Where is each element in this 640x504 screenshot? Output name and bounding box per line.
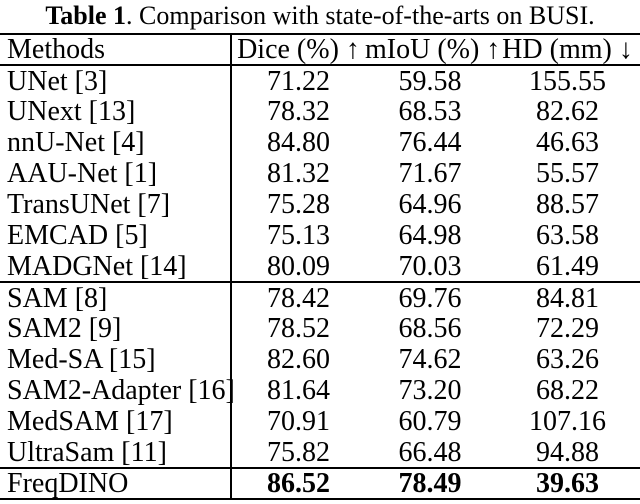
hd-cell: 94.88 bbox=[536, 436, 599, 468]
miou-cell: 60.79 bbox=[398, 406, 462, 437]
miou-cell: 76.44 bbox=[398, 127, 462, 158]
table-row: UNet [3] 71.22 59.58 155.55 bbox=[0, 65, 640, 96]
table-caption-text: . Comparison with state-of-the-arts on B… bbox=[126, 1, 595, 30]
hd-cell: 82.62 bbox=[536, 96, 599, 127]
table-caption-label: Table 1 bbox=[45, 1, 127, 30]
miou-cell: 68.56 bbox=[398, 313, 462, 344]
hd-cell: 63.26 bbox=[536, 344, 599, 375]
miou-cell: 64.98 bbox=[398, 220, 462, 251]
method-cell: SAM2-Adapter [16] bbox=[0, 375, 235, 406]
dice-cell: 78.42 bbox=[267, 282, 330, 314]
hd-cell: 61.49 bbox=[536, 250, 599, 282]
dice-cell: 78.32 bbox=[267, 96, 330, 127]
method-cell: TransUNet [7] bbox=[0, 189, 232, 220]
dice-cell: 71.22 bbox=[267, 65, 330, 97]
table-body: UNet [3] 71.22 59.58 155.55 UNext [13] 7… bbox=[0, 65, 640, 499]
miou-cell: 78.49 bbox=[398, 468, 462, 499]
table-row: AAU-Net [1] 81.32 71.67 55.57 bbox=[0, 158, 640, 189]
table-row: MADGNet [14] 80.09 70.03 61.49 bbox=[0, 251, 640, 282]
miou-cell: 64.96 bbox=[398, 189, 462, 220]
table-row: SAM2 [9] 78.52 68.56 72.29 bbox=[0, 313, 640, 344]
table-row: SAM [8] 78.42 69.76 84.81 bbox=[0, 282, 640, 313]
dice-cell: 80.09 bbox=[267, 250, 330, 282]
table-row: TransUNet [7] 75.28 64.96 88.57 bbox=[0, 189, 640, 220]
miou-cell: 73.20 bbox=[398, 375, 462, 406]
dice-cell: 75.13 bbox=[267, 220, 330, 251]
hd-cell: 55.57 bbox=[536, 158, 599, 189]
hd-cell: 155.55 bbox=[529, 65, 606, 97]
dice-cell: 84.80 bbox=[267, 127, 330, 158]
dice-cell: 75.82 bbox=[267, 436, 330, 468]
hd-cell: 68.22 bbox=[536, 375, 599, 406]
dice-cell: 86.52 bbox=[267, 468, 330, 499]
method-cell: UltraSam [11] bbox=[0, 437, 232, 468]
hd-cell: 72.29 bbox=[536, 313, 599, 344]
column-header-methods: Methods bbox=[0, 34, 232, 65]
method-cell: UNet [3] bbox=[0, 65, 232, 96]
column-header-dice: Dice (%) ↑ bbox=[237, 34, 360, 65]
table-header: Methods Dice (%) ↑ mIoU (%) ↑ HD (mm) ↓ bbox=[0, 34, 640, 65]
dice-cell: 70.91 bbox=[267, 406, 330, 437]
table-row: EMCAD [5] 75.13 64.98 63.58 bbox=[0, 220, 640, 251]
method-cell: EMCAD [5] bbox=[0, 220, 232, 251]
table-caption: Table 1. Comparison with state-of-the-ar… bbox=[0, 0, 640, 33]
method-cell: AAU-Net [1] bbox=[0, 158, 232, 189]
method-cell: SAM2 [9] bbox=[0, 313, 232, 344]
method-cell: SAM [8] bbox=[0, 282, 232, 313]
method-cell: UNext [13] bbox=[0, 96, 232, 127]
column-header-miou: mIoU (%) ↑ bbox=[365, 34, 501, 65]
method-cell: nnU-Net [4] bbox=[0, 127, 232, 158]
hd-cell: 88.57 bbox=[536, 189, 599, 220]
miou-cell: 74.62 bbox=[398, 344, 462, 375]
hd-cell: 46.63 bbox=[536, 127, 599, 158]
table-row: Med-SA [15] 82.60 74.62 63.26 bbox=[0, 344, 640, 375]
dice-cell: 81.64 bbox=[267, 375, 330, 406]
column-header-hd: HD (mm) ↓ bbox=[502, 34, 633, 65]
method-cell: MADGNet [14] bbox=[0, 251, 232, 282]
table-row: UNext [13] 78.32 68.53 82.62 bbox=[0, 96, 640, 127]
miou-cell: 68.53 bbox=[398, 96, 462, 127]
dice-cell: 78.52 bbox=[267, 313, 330, 344]
header-row: Methods Dice (%) ↑ mIoU (%) ↑ HD (mm) ↓ bbox=[0, 34, 640, 65]
method-cell: Med-SA [15] bbox=[0, 344, 232, 375]
results-table: Methods Dice (%) ↑ mIoU (%) ↑ HD (mm) ↓ … bbox=[0, 33, 640, 500]
method-cell: FreqDINO bbox=[0, 468, 232, 499]
table-row: SAM2-Adapter [16] 81.64 73.20 68.22 bbox=[0, 375, 640, 406]
miou-cell: 66.48 bbox=[398, 436, 462, 468]
hd-cell: 107.16 bbox=[529, 406, 606, 437]
dice-cell: 81.32 bbox=[267, 158, 330, 189]
table-row: MedSAM [17] 70.91 60.79 107.16 bbox=[0, 406, 640, 437]
miou-cell: 69.76 bbox=[398, 282, 462, 314]
dice-cell: 75.28 bbox=[267, 189, 330, 220]
miou-cell: 71.67 bbox=[398, 158, 462, 189]
dice-cell: 82.60 bbox=[267, 344, 330, 375]
table-row: UltraSam [11] 75.82 66.48 94.88 bbox=[0, 437, 640, 468]
miou-cell: 59.58 bbox=[398, 65, 462, 97]
method-cell: MedSAM [17] bbox=[0, 406, 232, 437]
table-row: nnU-Net [4] 84.80 76.44 46.63 bbox=[0, 127, 640, 158]
table-row-freqdino: FreqDINO 86.52 78.49 39.63 bbox=[0, 468, 640, 499]
miou-cell: 70.03 bbox=[398, 250, 462, 282]
hd-cell: 63.58 bbox=[536, 220, 599, 251]
hd-cell: 39.63 bbox=[536, 468, 599, 499]
hd-cell: 84.81 bbox=[536, 282, 599, 314]
